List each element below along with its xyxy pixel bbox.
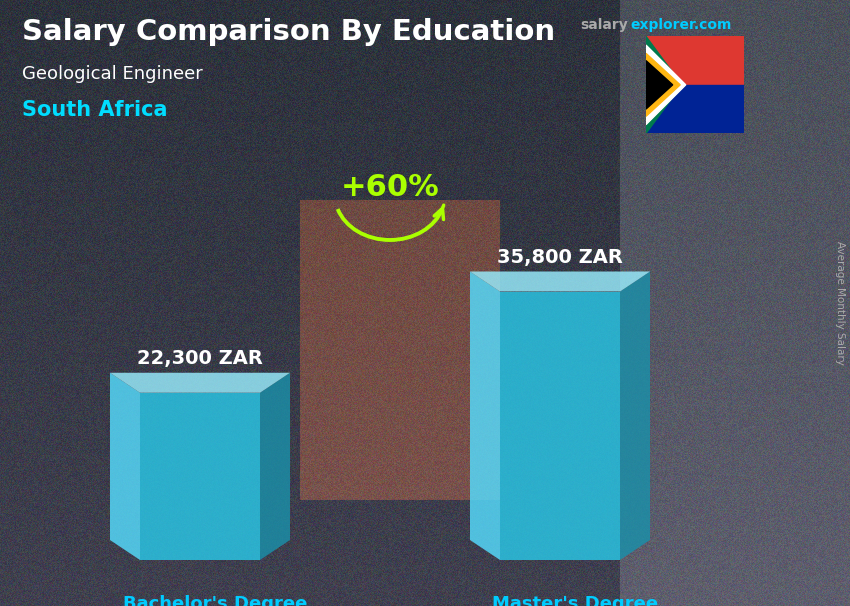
Text: salary: salary xyxy=(580,18,628,32)
Polygon shape xyxy=(470,271,500,560)
Polygon shape xyxy=(110,373,290,393)
Text: 35,800 ZAR: 35,800 ZAR xyxy=(497,247,623,267)
Text: Master's Degree: Master's Degree xyxy=(492,595,658,606)
Polygon shape xyxy=(260,373,290,560)
Polygon shape xyxy=(646,45,686,125)
Text: +60%: +60% xyxy=(341,173,439,202)
Polygon shape xyxy=(110,373,140,560)
Text: Bachelor's Degree: Bachelor's Degree xyxy=(122,595,307,606)
Polygon shape xyxy=(470,271,650,291)
Polygon shape xyxy=(646,61,672,109)
Text: explorer.com: explorer.com xyxy=(630,18,731,32)
Text: Average Monthly Salary: Average Monthly Salary xyxy=(835,241,845,365)
Polygon shape xyxy=(500,291,620,560)
Text: Salary Comparison By Education: Salary Comparison By Education xyxy=(22,18,555,46)
Polygon shape xyxy=(646,85,744,133)
Polygon shape xyxy=(646,36,682,133)
Polygon shape xyxy=(646,53,680,116)
Text: 22,300 ZAR: 22,300 ZAR xyxy=(137,348,263,368)
Text: Geological Engineer: Geological Engineer xyxy=(22,65,203,83)
Polygon shape xyxy=(646,36,744,85)
Text: South Africa: South Africa xyxy=(22,100,167,120)
Polygon shape xyxy=(140,393,260,560)
Polygon shape xyxy=(620,271,650,560)
